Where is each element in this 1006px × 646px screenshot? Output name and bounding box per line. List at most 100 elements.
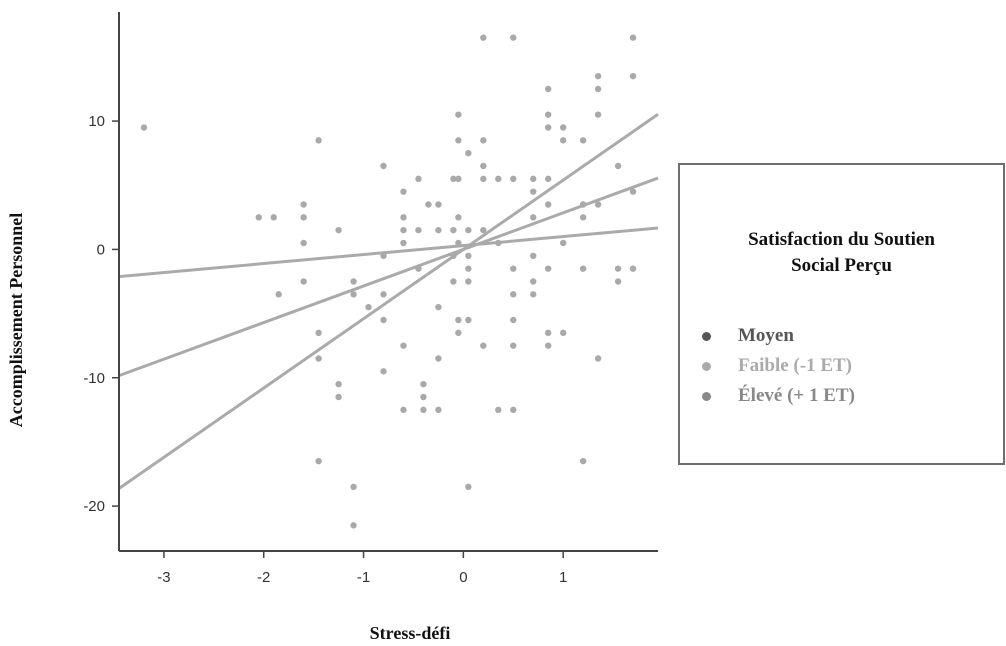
- regression-line: [118, 226, 659, 279]
- data-point: [579, 214, 587, 221]
- data-point: [510, 316, 517, 324]
- y-tick-label: 0: [97, 241, 105, 258]
- points-layer: [140, 34, 637, 529]
- y-axis-ticks: 10 0 -10 -20: [83, 113, 119, 515]
- data-point: [545, 265, 552, 272]
- data-point: [140, 124, 148, 131]
- data-point: [400, 342, 407, 349]
- data-point: [455, 111, 462, 118]
- data-point: [425, 201, 432, 208]
- data-point: [365, 303, 372, 311]
- regression-line: [118, 113, 659, 490]
- data-point: [455, 175, 462, 183]
- data-point: [545, 329, 552, 337]
- legend-title-line1: Satisfaction du Soutien: [748, 229, 935, 250]
- data-point: [629, 72, 637, 80]
- data-point: [629, 265, 637, 272]
- data-point: [545, 124, 552, 131]
- x-tick-label: 0: [459, 569, 467, 586]
- data-point: [350, 483, 357, 491]
- legend-item-moyen: Moyen: [702, 321, 855, 351]
- data-point: [420, 393, 427, 401]
- legend-title-line2: Social Perçu: [791, 255, 892, 276]
- data-point: [614, 162, 622, 170]
- data-point: [435, 201, 442, 208]
- data-point: [545, 175, 552, 183]
- data-point: [400, 239, 407, 247]
- data-point: [530, 188, 537, 195]
- data-point: [455, 214, 462, 221]
- legend-label-eleve: Élevé (+ 1 ET): [738, 385, 855, 406]
- y-tick-label: -10: [83, 370, 105, 387]
- x-tick-label: -3: [157, 569, 170, 586]
- data-point: [380, 316, 387, 324]
- data-point: [415, 226, 422, 234]
- data-point: [455, 329, 462, 337]
- x-axis-ticks: -3 -2 -1 0 1: [157, 551, 567, 586]
- data-point: [510, 175, 517, 183]
- data-point: [400, 406, 407, 414]
- data-point: [465, 265, 472, 272]
- data-point: [350, 522, 357, 529]
- data-point: [400, 226, 407, 234]
- data-point: [455, 137, 462, 144]
- data-point: [300, 214, 307, 221]
- data-point: [415, 175, 422, 183]
- data-point: [629, 34, 637, 41]
- data-point: [594, 85, 602, 93]
- data-point: [480, 162, 487, 170]
- legend-item-eleve: Élevé (+ 1 ET): [702, 381, 855, 411]
- x-tick-label: 1: [559, 569, 567, 586]
- legend: Satisfaction du Soutien Social Perçu Moy…: [678, 163, 1005, 465]
- legend-label-moyen: Moyen: [738, 325, 794, 346]
- data-point: [455, 316, 462, 324]
- legend-item-faible: Faible (-1 ET): [702, 351, 855, 381]
- data-point: [510, 265, 517, 272]
- data-point: [335, 380, 342, 388]
- data-point: [300, 201, 307, 208]
- data-point: [270, 214, 277, 221]
- data-point: [530, 291, 537, 298]
- data-point: [420, 406, 427, 414]
- data-point: [300, 239, 307, 247]
- y-axis-title: Accomplissement Personnel: [6, 213, 26, 427]
- data-point: [350, 278, 357, 285]
- data-point: [594, 111, 602, 118]
- data-point: [559, 239, 567, 247]
- data-point: [579, 457, 587, 465]
- data-point: [545, 111, 552, 118]
- data-point: [480, 226, 487, 234]
- data-point: [275, 291, 282, 298]
- y-tick-label: -20: [83, 498, 105, 515]
- data-point: [315, 457, 322, 465]
- x-axis-title: Stress-défi: [370, 623, 451, 643]
- data-point: [480, 342, 487, 349]
- data-point: [579, 137, 587, 144]
- data-point: [530, 175, 537, 183]
- data-point: [435, 303, 442, 311]
- data-point: [420, 380, 427, 388]
- data-point: [614, 278, 622, 285]
- data-point: [435, 355, 442, 362]
- data-point: [510, 342, 517, 349]
- data-point: [545, 201, 552, 208]
- data-point: [530, 252, 537, 260]
- data-point: [579, 265, 587, 272]
- data-point: [530, 278, 537, 285]
- data-point: [559, 329, 567, 337]
- data-point: [465, 252, 472, 260]
- data-point: [315, 355, 322, 362]
- data-point: [510, 406, 517, 414]
- data-point: [510, 34, 517, 41]
- data-point: [465, 316, 472, 324]
- legend-marker-moyen: [702, 331, 711, 341]
- data-point: [559, 124, 567, 131]
- data-point: [255, 214, 262, 221]
- data-point: [435, 226, 442, 234]
- data-point: [435, 406, 442, 414]
- data-point: [465, 483, 472, 491]
- data-point: [594, 355, 602, 362]
- data-point: [450, 278, 457, 285]
- data-point: [300, 278, 307, 285]
